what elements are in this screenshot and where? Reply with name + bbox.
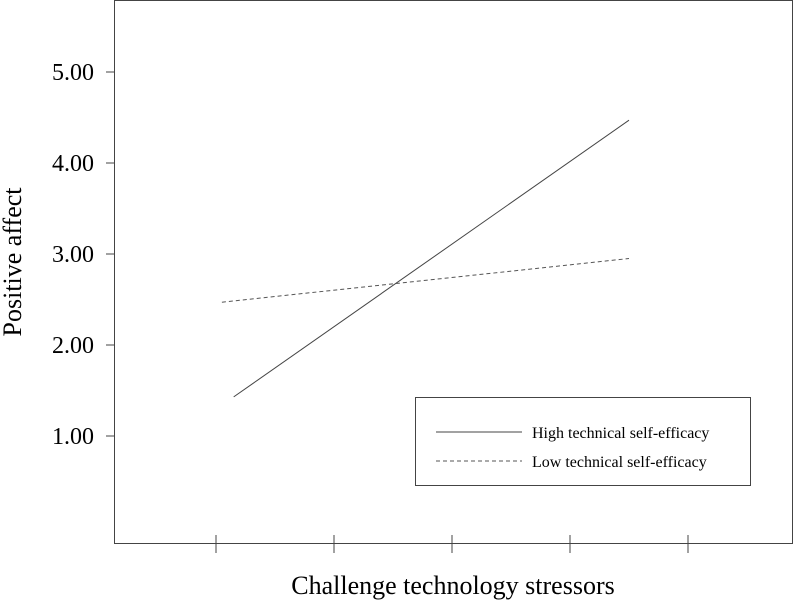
y-tick-label: 3.00 xyxy=(52,242,94,268)
x-axis-title: Challenge technology stressors xyxy=(291,571,615,600)
y-axis-ticks: 1.00 2.00 3.00 4.00 5.00 xyxy=(52,60,115,450)
legend-box xyxy=(415,397,751,486)
y-axis-title: Positive affect xyxy=(0,187,27,337)
y-tick-label: 5.00 xyxy=(52,60,94,86)
y-tick-label: 2.00 xyxy=(52,333,94,359)
legend: High technical self-efficacy Low technic… xyxy=(415,397,751,486)
series-lines xyxy=(221,119,630,398)
legend-label-high: High technical self-efficacy xyxy=(532,425,709,442)
legend-label-low: Low technical self-efficacy xyxy=(532,454,707,471)
series-line-high-efficacy xyxy=(233,119,630,398)
series-line-low-efficacy xyxy=(221,258,630,303)
y-tick-label: 1.00 xyxy=(52,424,94,450)
y-tick-label: 4.00 xyxy=(52,151,94,177)
x-axis-ticks xyxy=(215,535,689,553)
